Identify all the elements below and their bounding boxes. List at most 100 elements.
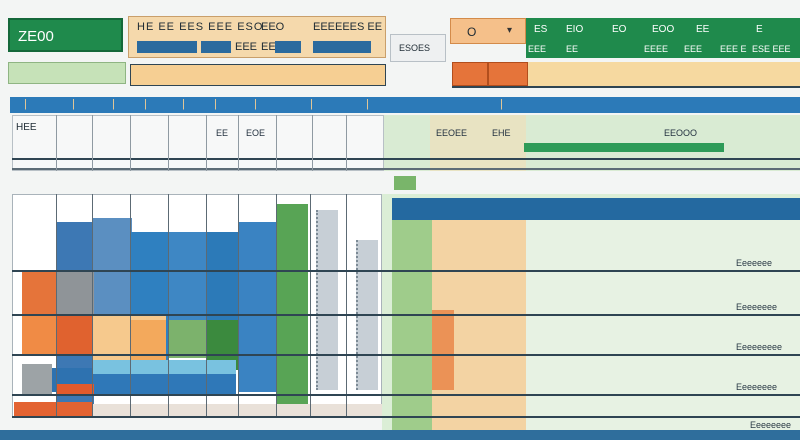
upper-right-panel-peach — [430, 115, 526, 171]
data-block — [238, 222, 276, 392]
grid-line — [346, 115, 347, 171]
data-block — [56, 270, 94, 316]
grid-line — [276, 115, 277, 171]
ribbon-tab[interactable]: ES — [534, 24, 548, 35]
data-block — [92, 374, 236, 396]
column-header-tick: | — [214, 98, 217, 110]
data-block — [22, 364, 52, 396]
grid-line — [238, 115, 239, 171]
grid-line — [92, 194, 93, 418]
ribbon-panel: HE EE EES EEE ESO EEO EEEEEES EE EEE EEE — [128, 16, 386, 58]
data-block — [56, 384, 94, 396]
grid-line — [56, 194, 57, 418]
column-header-tick: | — [182, 98, 185, 110]
ribbon-subtab[interactable]: EEEE — [644, 44, 669, 54]
ribbon-subtab[interactable]: EEE — [528, 44, 547, 54]
ribbon-tab[interactable]: EIO — [566, 24, 584, 35]
row-divider — [12, 354, 800, 356]
data-block — [56, 314, 94, 354]
small-label-1: EE — [216, 128, 229, 138]
grid-line — [310, 194, 311, 418]
data-block — [14, 402, 92, 416]
column-header-tick: | — [500, 98, 503, 110]
ribbon-button-bar-2[interactable] — [201, 41, 231, 53]
ribbon-button-bar-3[interactable] — [275, 41, 301, 53]
formula-bar-left[interactable] — [8, 62, 126, 84]
green-progress-bar — [524, 143, 724, 152]
ribbon-button-bar-4[interactable] — [313, 41, 371, 53]
right-label-a: EEOEE — [436, 128, 468, 138]
data-block — [92, 404, 382, 416]
ribbon-label-2[interactable]: EEO — [261, 21, 285, 33]
ribbon-subtab[interactable]: ESE EEE — [752, 44, 791, 54]
row-divider — [12, 416, 800, 418]
orange-cell-1[interactable] — [452, 62, 488, 86]
grid-line — [168, 115, 169, 171]
column-header-tick: | — [366, 98, 369, 110]
grid-line — [206, 194, 207, 418]
summary-label: Eeeeeeee — [736, 302, 778, 312]
formula-bar-underline — [452, 86, 800, 88]
ribbon-tab[interactable]: EE — [696, 24, 710, 35]
column-header-strip: | | | | | | | | | | — [10, 97, 800, 113]
right-panel-header — [392, 198, 800, 220]
grid-line — [130, 194, 131, 418]
small-label-2: EOE — [246, 128, 266, 138]
ribbon-subtab[interactable]: EEE — [684, 44, 703, 54]
ribbon-subtab[interactable]: EE — [566, 44, 579, 54]
row-divider — [12, 270, 800, 272]
green-tab-strip: ES EIO EO EOO EE E EEE EE EEEE EEE EEE E ESE EEE — [526, 18, 800, 58]
grid-line — [130, 115, 131, 171]
upper-grid-divider-1 — [12, 158, 800, 160]
gray-column — [316, 210, 338, 390]
upper-grid — [12, 115, 384, 171]
green-marker — [394, 176, 416, 190]
grid-line — [168, 194, 169, 418]
summary-label: Eeeeeee — [736, 258, 773, 268]
name-box-value: ESOES — [399, 43, 431, 53]
ribbon-tab[interactable]: E — [756, 24, 763, 35]
ribbon-label-4: EEE — [235, 41, 258, 53]
ribbon-label-3[interactable]: EEEEEES EE — [313, 21, 383, 33]
ribbon-tab[interactable]: EO — [612, 24, 627, 35]
summary-label: Eeeeeeee — [736, 382, 778, 392]
formula-bar-input[interactable] — [130, 64, 386, 86]
bottom-strip — [0, 430, 800, 440]
caret-icon: ▾ — [507, 25, 513, 36]
name-box[interactable]: ESOES — [390, 34, 446, 62]
summary-label: Eeeeeeeee — [736, 342, 783, 352]
orange-cell-2[interactable] — [488, 62, 528, 86]
column-header-tick: | — [254, 98, 257, 110]
column-header-tick: | — [144, 98, 147, 110]
right-label-c: EEOOO — [664, 128, 698, 138]
grid-line — [92, 115, 93, 171]
data-block — [276, 204, 308, 404]
grid-line — [276, 194, 277, 418]
ribbon-label-1[interactable]: HE EE EES EEE ESO — [137, 21, 264, 33]
top-left-label: HEE — [16, 122, 37, 133]
column-header-tick: | — [24, 98, 27, 110]
ribbon-subtab[interactable]: EEE E — [720, 44, 747, 54]
grid-line — [56, 115, 57, 171]
grid-line — [206, 115, 207, 171]
column-header-tick: | — [112, 98, 115, 110]
row-divider — [12, 314, 800, 316]
right-label-b: EHE — [492, 128, 511, 138]
column-header-tick: | — [310, 98, 313, 110]
data-block — [22, 270, 56, 314]
orange-slot[interactable]: O ▾ — [450, 18, 526, 44]
upper-grid-divider-2 — [12, 168, 800, 170]
grid-line — [238, 194, 239, 418]
column-header-tick: | — [72, 98, 75, 110]
row-divider — [12, 394, 800, 396]
ribbon-button-bar-1[interactable] — [137, 41, 197, 53]
ribbon-tab[interactable]: EOO — [652, 24, 675, 35]
app-badge[interactable]: ZE00 — [8, 18, 123, 52]
right-panel-orange-block — [432, 310, 454, 390]
formula-bar-right[interactable] — [528, 62, 800, 86]
app-badge-label: ZE00 — [18, 28, 54, 45]
summary-label: Eeeeeeee — [750, 420, 792, 430]
data-block — [92, 360, 236, 374]
orange-slot-value: O — [467, 25, 477, 39]
